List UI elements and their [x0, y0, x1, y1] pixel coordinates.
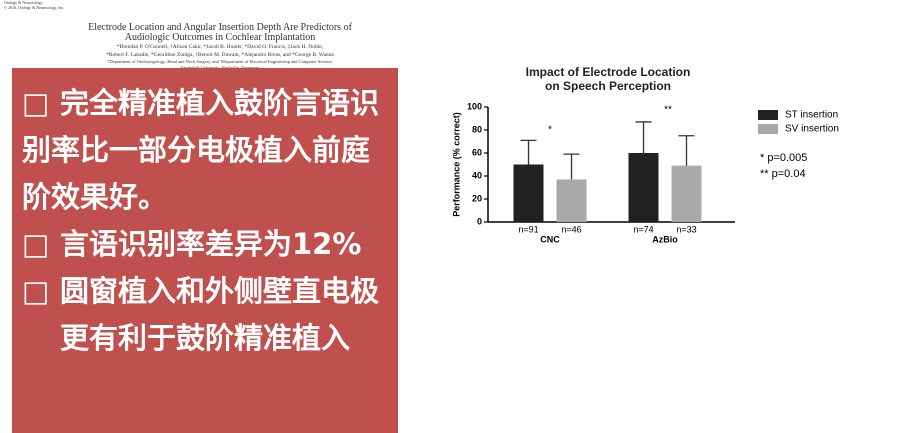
y-tick-label: 0: [477, 216, 482, 226]
paper-title: Electrode Location and Angular Insertion…: [88, 22, 352, 33]
copyright: © 2016, Otology & Neurotology, Inc.: [4, 5, 65, 10]
bullet-text: 完全精准植入鼓阶言语识别率比一部分电极植入前庭阶效果好。: [22, 86, 380, 214]
affiliation: Vanderbilt University, Nashville, Tennes…: [0, 65, 440, 71]
error-bar: [520, 139, 537, 165]
significance: *: [548, 125, 552, 136]
legend-label: ST insertion: [785, 110, 838, 121]
bar: [556, 179, 587, 222]
bar: [513, 164, 544, 222]
bullet: □ 圆窗植入和外侧壁直电极更有利于鼓阶精准植入: [22, 268, 388, 362]
bullet: □ 言语识别率差异为12%: [22, 221, 388, 268]
annotation: ** p=0.04: [760, 168, 806, 180]
chart-title: on Speech Perception: [545, 79, 671, 93]
n-label: n=33: [676, 224, 696, 234]
legend-label: SV insertion: [785, 124, 839, 135]
paper-title: Audiologic Outcomes in Cochlear Implanta…: [124, 32, 316, 43]
x-tick-label: AzBio: [652, 234, 678, 244]
n-label: n=74: [633, 224, 653, 234]
chart-title: Impact of Electrode Location: [526, 65, 691, 79]
bar: [671, 165, 702, 222]
y-tick-label: 100: [467, 101, 482, 111]
y-tick-label: 40: [472, 170, 482, 180]
error-bar: [563, 153, 580, 180]
y-axis-label: Performance (% correct): [451, 112, 461, 217]
y-tick-label: 80: [472, 124, 482, 134]
n-label: n=91: [518, 224, 538, 234]
legend-swatch: [758, 110, 778, 120]
journal: Otology & Neurotology: [4, 0, 43, 5]
y-tick-label: 20: [472, 193, 482, 203]
y-tick-label: 60: [472, 147, 482, 157]
text-panel: □ 完全精准植入鼓阶言语识别率比一部分电极植入前庭阶效果好。 □ 言语识别率差异为1…: [12, 68, 398, 433]
error-bar: [635, 121, 652, 153]
legend-swatch: [758, 124, 778, 134]
n-label: n=46: [561, 224, 581, 234]
paper-header: Otology & Neurotology © 2016, Otology & …: [0, 0, 440, 71]
authors: *Robert F. Labadie, *Geraldine Zuniga, †…: [106, 52, 334, 58]
bullet-text: 圆窗植入和外侧壁直电极更有利于鼓阶精准植入: [60, 274, 380, 355]
x-tick-label: CNC: [540, 234, 560, 244]
annotation: * p=0.005: [760, 152, 807, 164]
bullet: □ 完全精准植入鼓阶言语识别率比一部分电极植入前庭阶效果好。: [22, 86, 380, 214]
significance: **: [664, 105, 672, 116]
affiliation: *Department of Otolaryngology–Head and N…: [107, 59, 333, 64]
bar: [628, 153, 659, 222]
error-bar: [678, 135, 695, 166]
bullet-text: 言语识别率差异为12%: [60, 227, 362, 261]
authors: *Brendan P. O'Connell, †Alison Cakir, *J…: [116, 44, 324, 50]
